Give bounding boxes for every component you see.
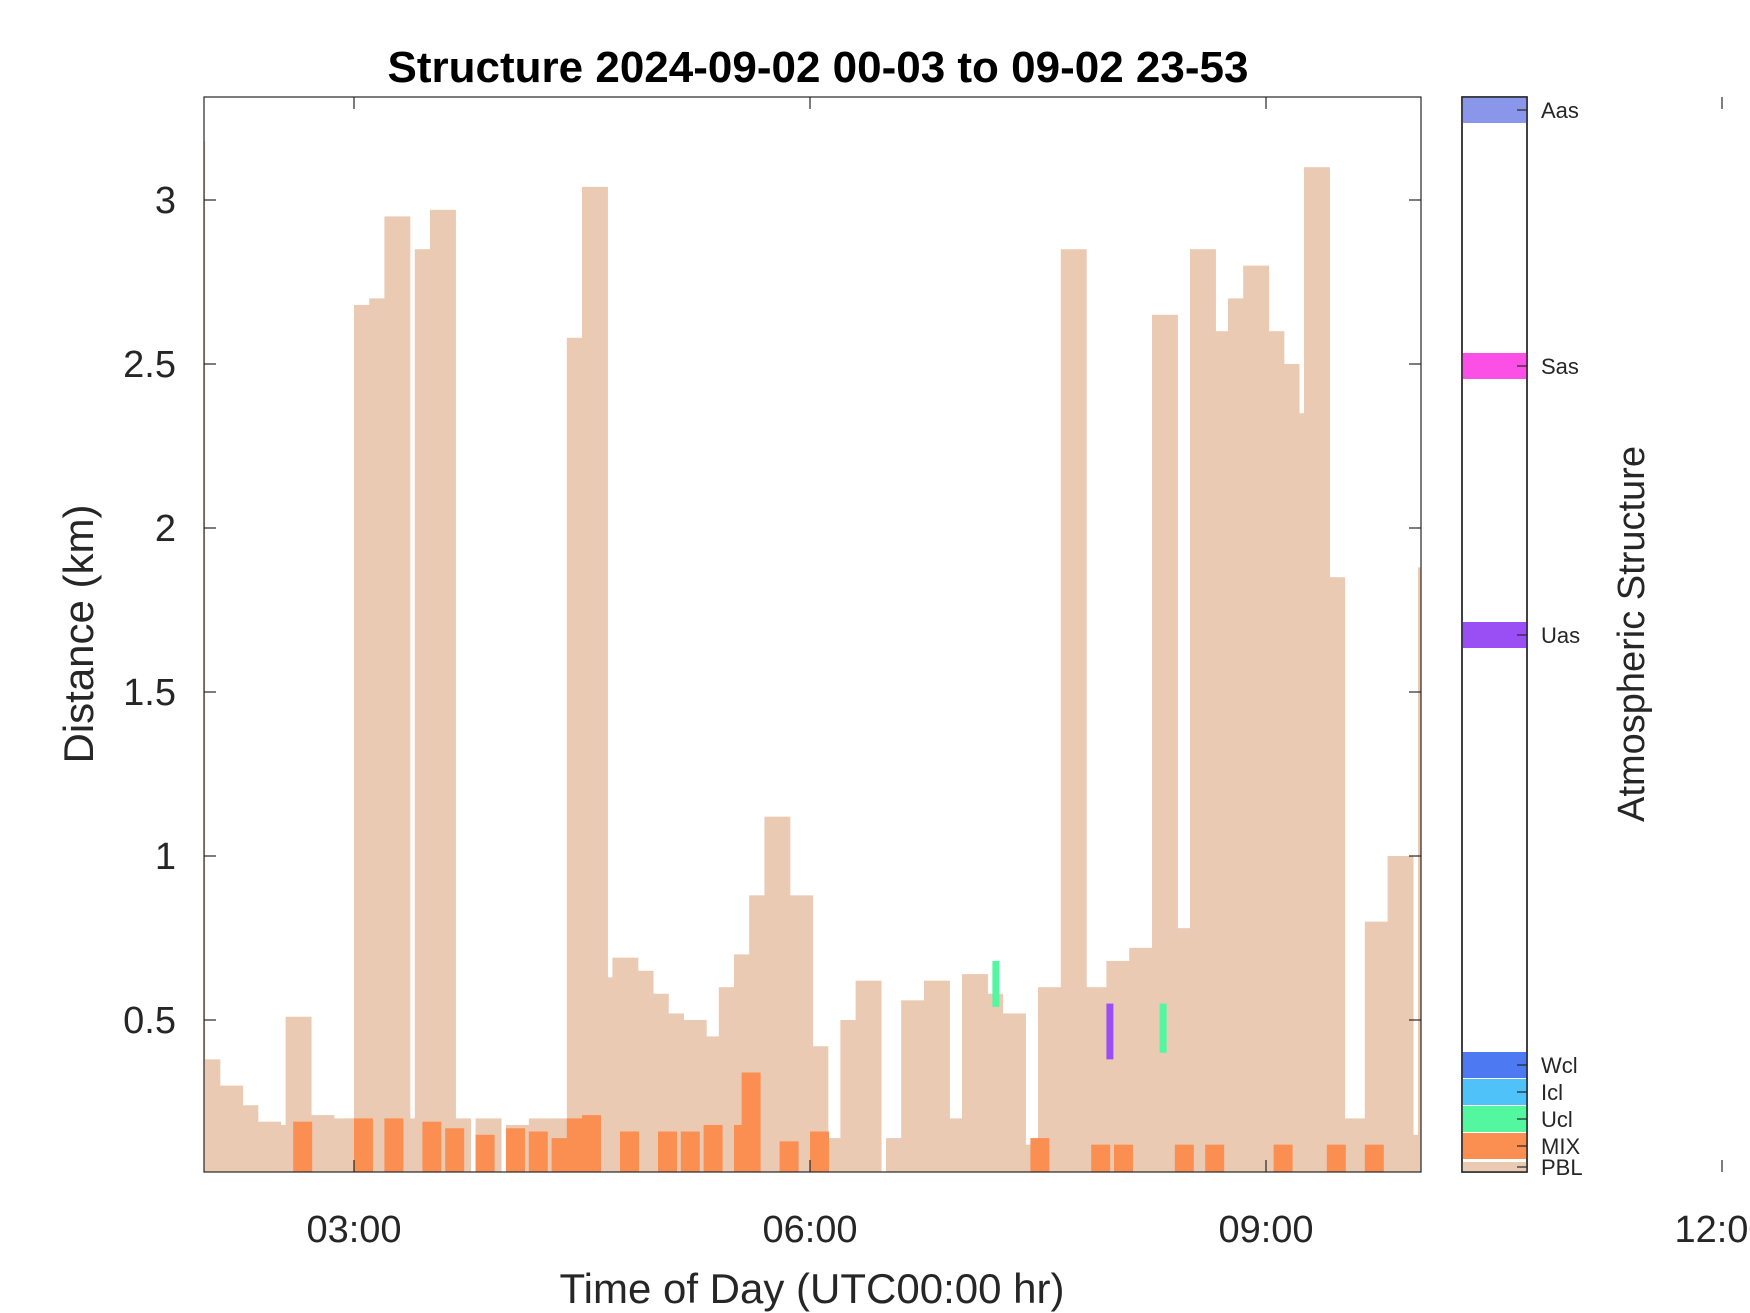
mix-column [1205,1144,1225,1172]
y-axis-label: Distance (km) [55,504,102,763]
pbl-column [977,993,1004,1172]
colorbar-label-ucl: Ucl [1541,1107,1573,1132]
pbl-column [232,1105,259,1172]
y-tick-label: 1.5 [123,672,176,714]
pbl-column [1364,921,1391,1172]
pbl-column [1129,947,1156,1172]
mix-column [1114,1144,1134,1172]
colorbar-label-aas: Aas [1541,98,1579,123]
colorbar-outline [1461,96,1528,1173]
pbl-column [1205,331,1232,1172]
plot-frame [203,96,1422,1173]
x-tick-label: 03:00 [306,1209,401,1251]
pbl-column [308,1115,335,1172]
y-tick-label: 2.5 [123,344,176,386]
plot-marks [204,140,1421,1172]
pbl-column [430,209,456,1172]
mix-column [703,1124,723,1172]
pbl-column [1387,856,1414,1172]
pbl-column [1319,577,1346,1172]
x-axis-label: Time of Day (UTC00:00 hr) [560,1265,1065,1312]
mix-column [582,1115,602,1172]
x-tick-label: 12:00 [1674,1209,1750,1251]
mix-column [528,1131,548,1172]
colorbar-swatch-aas [1462,97,1527,123]
colorbar-swatch-icl [1462,1079,1527,1105]
pbl-column [1106,960,1133,1172]
y-tick-label: 0.5 [123,1000,176,1042]
mix-column [422,1121,442,1172]
mix-column [741,1072,761,1172]
colorbar-label-sas: Sas [1541,354,1579,379]
chart-title: Structure 2024-09-02 00-03 to 09-02 23-5… [388,43,1249,92]
pbl-column [1402,1134,1421,1172]
mix-column [1273,1144,1293,1172]
colorbar-label: Atmospheric Structure [1611,446,1653,822]
mix-column [1091,1144,1111,1172]
mix-column [475,1134,495,1172]
mix-column [620,1131,640,1172]
colorbar-swatch-mix [1462,1133,1527,1159]
colorbar-swatch-ucl [1462,1106,1527,1132]
mix-column [1030,1138,1050,1172]
y-tick-label: 2 [155,508,176,550]
y-tick-label: 3 [155,180,176,222]
mix-column [354,1118,374,1172]
colorbar-swatch-uas [1462,622,1527,648]
mix-column [566,1118,586,1172]
x-tick-label: 09:00 [1218,1209,1313,1251]
y-tick-label: 1 [155,836,176,878]
mix-column [658,1131,678,1172]
colorbar-label-wcl: Wcl [1541,1053,1578,1078]
pbl-column [924,980,950,1172]
mix-column [1326,1144,1346,1172]
mix-column [680,1131,700,1172]
mix-column [810,1131,830,1172]
pbl-column [764,816,791,1172]
colorbar-swatch-sas [1462,353,1527,379]
colorbar-label-uas: Uas [1541,623,1580,648]
mix-column [293,1121,313,1172]
mix-column [384,1118,404,1172]
mix-column [506,1128,526,1172]
colorbar-label-icl: Icl [1541,1080,1563,1105]
ucl-segment [992,960,1000,1007]
pbl-column [384,216,411,1172]
mix-column [1364,1144,1384,1172]
ucl-segment [1159,1003,1167,1053]
mix-column [445,1128,465,1172]
pbl-column [1083,987,1110,1172]
mix-column [779,1141,799,1172]
colorbar-label-pbl: PBL [1541,1155,1583,1180]
pbl-column [1418,567,1421,1172]
pbl-column [1342,1118,1368,1172]
mix-column [1174,1144,1194,1172]
pbl-column [204,1059,221,1172]
mix-column [551,1138,571,1172]
colorbar-swatch-wcl [1462,1052,1527,1078]
y-axis: 0.5 1 1.5 2 2.5 3 [123,180,1421,1042]
uas-segment [1106,1003,1114,1060]
colorbar-label-mix: MIX [1541,1134,1580,1159]
x-tick-label: 06:00 [762,1209,857,1251]
pbl-column [855,980,882,1172]
colorbar-swatch-pbl [1462,1162,1527,1172]
pbl-column [901,1000,928,1172]
pbl-column [1060,249,1087,1172]
